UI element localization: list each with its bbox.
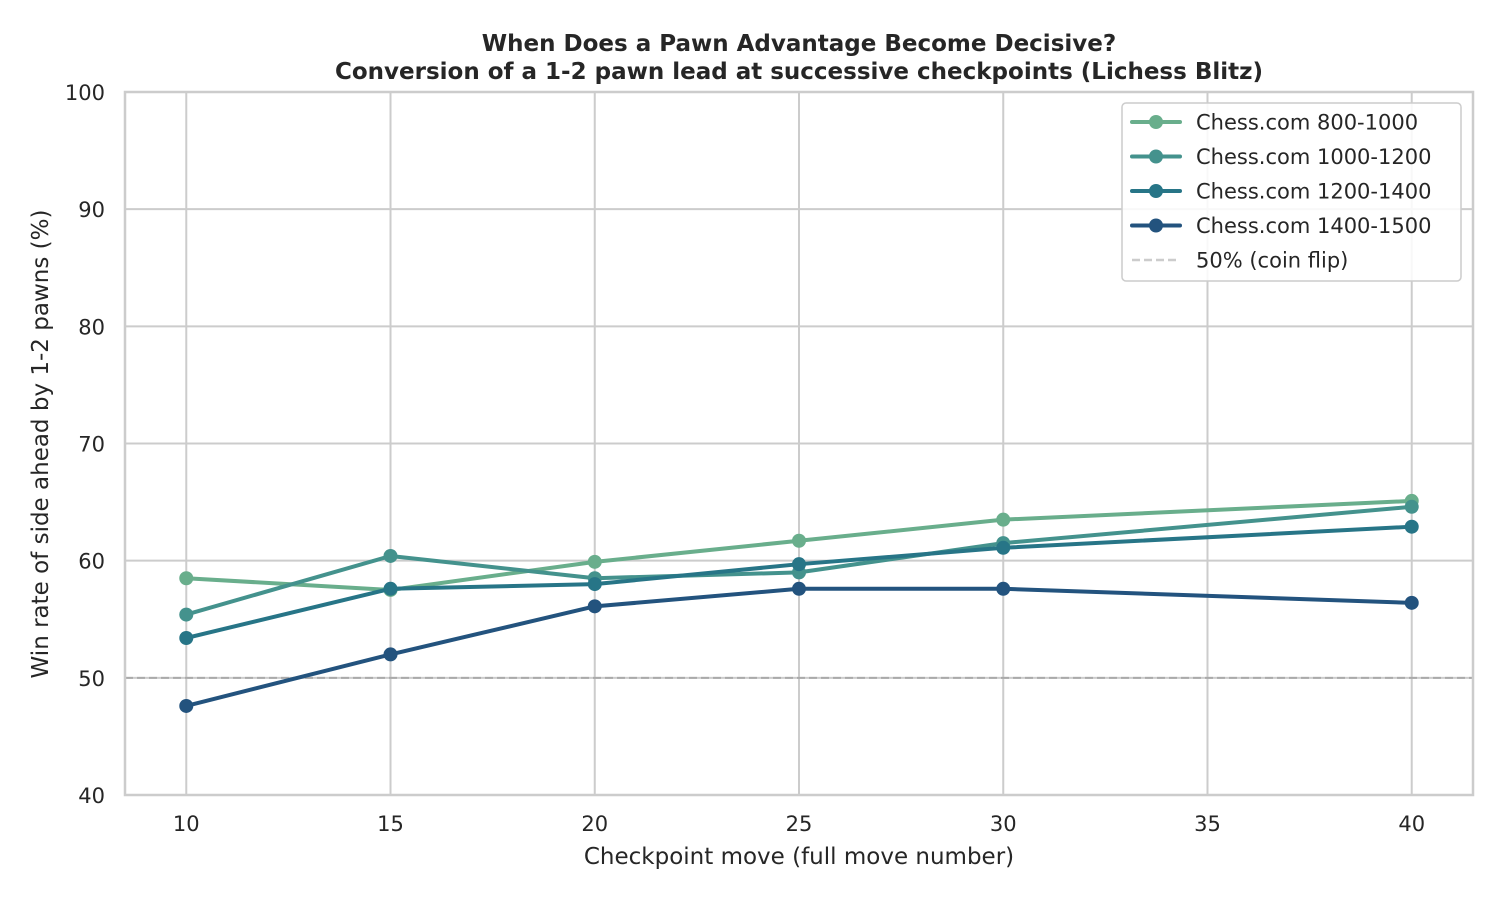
x-axis-label: Checkpoint move (full move number) xyxy=(584,844,1014,870)
x-tick-label: 40 xyxy=(1398,812,1425,836)
legend-marker xyxy=(1149,149,1163,164)
data-point xyxy=(1404,595,1419,610)
data-point xyxy=(1404,499,1419,514)
tick-labels: 10 15 20 25 30 35 40 40 50 60 70 80 90 100 xyxy=(65,81,1425,836)
x-tick-label: 15 xyxy=(377,812,404,836)
legend-item-reference: 50% (coin flip) xyxy=(1132,249,1348,273)
legend-marker xyxy=(1149,184,1163,198)
legend-label: Chess.com 1200-1400 xyxy=(1196,180,1431,204)
plot-frame xyxy=(123,90,1475,797)
data-point xyxy=(179,607,194,622)
series-line xyxy=(184,524,1414,640)
y-tick-label: 80 xyxy=(78,315,105,339)
legend-marker xyxy=(1149,115,1163,129)
legend-marker xyxy=(1149,218,1163,233)
legend-label: Chess.com 1400-1500 xyxy=(1196,214,1431,238)
y-tick-label: 60 xyxy=(78,550,105,574)
data-point xyxy=(587,577,602,592)
data-point xyxy=(996,512,1011,527)
data-point xyxy=(996,540,1011,555)
legend-item-1: Chess.com 800-1000 xyxy=(1130,111,1418,135)
legend-item-4: Chess.com 1400-1500 xyxy=(1130,214,1431,238)
legend: Chess.com 800-1000 Chess.com 1000-1200 Che… xyxy=(1121,102,1462,282)
legend-label: Chess.com 800-1000 xyxy=(1196,111,1418,135)
series-line xyxy=(184,586,1414,708)
series-line xyxy=(184,498,1414,592)
y-tick-label: 50 xyxy=(78,667,105,691)
data-point xyxy=(792,533,806,548)
data-point xyxy=(179,630,194,645)
legend-label: Chess.com 1000-1200 xyxy=(1196,145,1431,169)
y-tick-label: 90 xyxy=(78,198,105,222)
y-tick-label: 40 xyxy=(78,784,105,808)
x-tick-label: 25 xyxy=(786,812,813,836)
data-point xyxy=(792,557,806,572)
legend-box xyxy=(1121,102,1462,282)
data-point xyxy=(179,571,194,586)
data-point xyxy=(996,581,1011,596)
series-3 xyxy=(179,519,1419,645)
chart-subtitle: Conversion of a 1-2 pawn lead at success… xyxy=(335,59,1263,85)
x-tick-label: 30 xyxy=(990,812,1017,836)
series-4 xyxy=(179,581,1419,713)
legend-label: 50% (coin flip) xyxy=(1196,249,1348,273)
data-point xyxy=(1404,519,1419,534)
data-point xyxy=(587,599,602,614)
data-point xyxy=(383,548,398,563)
y-axis-label: Win rate of side ahead by 1-2 pawns (%) xyxy=(28,210,54,679)
series-group xyxy=(179,493,1419,713)
data-point xyxy=(792,581,806,596)
y-tick-label: 100 xyxy=(65,81,105,105)
legend-item-2: Chess.com 1000-1200 xyxy=(1130,145,1431,169)
x-tick-label: 35 xyxy=(1194,812,1221,836)
data-point xyxy=(587,554,602,569)
y-tick-label: 70 xyxy=(78,433,105,457)
x-tick-label: 10 xyxy=(173,812,200,836)
chart-title: When Does a Pawn Advantage Become Decisi… xyxy=(482,31,1116,57)
legend-item-3: Chess.com 1200-1400 xyxy=(1130,180,1431,204)
data-point xyxy=(383,581,398,596)
data-point xyxy=(383,647,398,662)
x-tick-label: 20 xyxy=(581,812,608,836)
data-point xyxy=(179,698,194,713)
